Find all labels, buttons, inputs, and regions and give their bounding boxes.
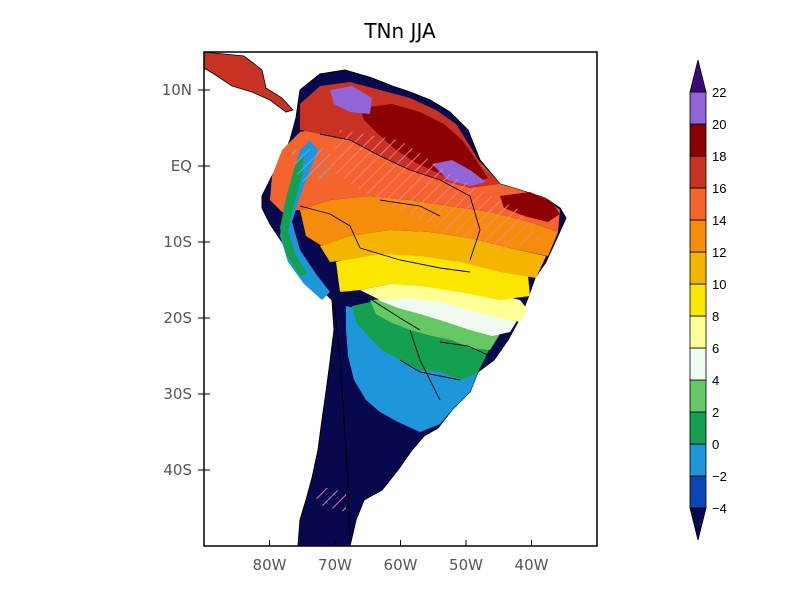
country-borders [299, 133, 491, 546]
longitude-axis: 80W 70W 60W 50W 40W [253, 540, 549, 574]
colorbar-swatch [689, 443, 707, 477]
colorbar-swatch [689, 155, 707, 189]
map-title: TNn JJA [363, 19, 436, 43]
map-panel [204, 52, 597, 546]
lat-tick-label: 30S [163, 385, 192, 403]
significance-hatch-south [316, 486, 346, 512]
colorbar-label: 12 [712, 245, 726, 260]
lat-tick-label: 10N [162, 81, 192, 99]
colorbar-lower-extension [689, 507, 707, 541]
colorbar-label: 8 [712, 309, 719, 324]
colorbar-label: 6 [712, 341, 719, 356]
contour-band-4 [378, 296, 520, 336]
colorbar-label: 0 [712, 437, 719, 452]
colorbar-swatch [689, 123, 707, 157]
lat-tick-label: EQ [171, 157, 192, 175]
lon-tick-label: 80W [253, 556, 287, 574]
lon-tick-label: 60W [384, 556, 418, 574]
colorbar-label: 16 [712, 181, 726, 196]
contour-band-2 [370, 298, 500, 350]
andes-coast-green [280, 154, 308, 276]
colorbar-label: 2 [712, 405, 719, 420]
lat-tick-label: 10S [163, 233, 192, 251]
colorbar-label: 14 [712, 213, 726, 228]
contour-band-8 [336, 252, 530, 300]
colorbar-label: 22 [712, 85, 726, 100]
contour-band-20 [330, 86, 372, 114]
significance-hatch-colombia [290, 148, 330, 182]
colorbar-label: 20 [712, 117, 726, 132]
lon-tick-label: 50W [449, 556, 483, 574]
colorbar-swatch [689, 283, 707, 317]
colorbar-swatch [689, 187, 707, 221]
colorbar-swatch [689, 411, 707, 445]
colorbar-swatch [689, 91, 707, 125]
contour-band-10 [320, 230, 546, 278]
colorbar: −4 −2 0 2 4 6 8 10 12 14 16 18 20 22 [689, 59, 727, 541]
colorbar-label: −4 [712, 501, 727, 516]
colorbar-swatch [689, 315, 707, 349]
lat-tick-label: 20S [163, 309, 192, 327]
colorbar-swatch [689, 347, 707, 381]
significance-hatch-north [330, 130, 540, 250]
colorbar-swatch [689, 379, 707, 413]
contour-band-20-guianas [432, 160, 486, 186]
lon-tick-label: 40W [515, 556, 549, 574]
colorbar-swatch [689, 475, 707, 509]
colorbar-swatch [689, 219, 707, 253]
lon-tick-label: 70W [318, 556, 352, 574]
colorbar-label: 4 [712, 373, 719, 388]
colorbar-label: −2 [712, 469, 727, 484]
colorbar-swatch [689, 251, 707, 285]
colorbar-upper-extension [689, 59, 707, 93]
colorbar-label: 10 [712, 277, 726, 292]
colorbar-label: 18 [712, 149, 726, 164]
lat-tick-label: 40S [163, 461, 192, 479]
latitude-axis: 10N EQ 10S 20S 30S 40S [162, 81, 210, 479]
central-america-landmass [204, 52, 294, 113]
contour-band-18-east [500, 192, 560, 222]
